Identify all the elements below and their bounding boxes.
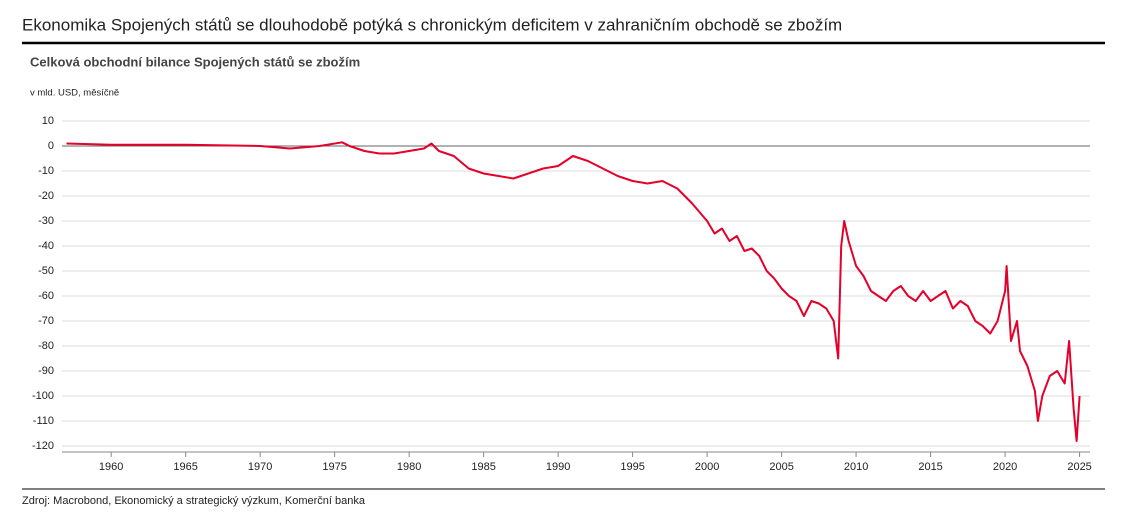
- source: Zdroj: Macrobond, Ekonomický a strategic…: [22, 495, 366, 507]
- x-tick-label: 2025: [1067, 461, 1091, 473]
- chart-title: Ekonomika Spojených států se dlouhodobě …: [22, 15, 842, 34]
- data-line: [66, 141, 1081, 442]
- y-tick-label: -70: [38, 315, 54, 327]
- y-tick-label: -40: [38, 240, 54, 252]
- x-tick-label: 2000: [695, 461, 719, 473]
- x-tick-label: 1995: [620, 461, 644, 473]
- y-tick-label: -120: [32, 440, 54, 452]
- y-tick-label: -30: [38, 215, 54, 227]
- y-tick-label: -20: [38, 190, 54, 202]
- y-tick-label: -90: [38, 365, 54, 377]
- x-tick-label: 2015: [918, 461, 942, 473]
- x-tick-label: 1970: [248, 461, 272, 473]
- y-tick-label: 10: [42, 115, 54, 127]
- x-tick-label: 2020: [993, 461, 1017, 473]
- y-tick-label: 0: [48, 140, 54, 152]
- x-tick-label: 1980: [397, 461, 421, 473]
- x-tick-label: 1965: [173, 461, 197, 473]
- y-tick-label: -50: [38, 265, 54, 277]
- y-tick-label: -100: [32, 390, 54, 402]
- y-tick-label: -110: [33, 415, 54, 427]
- y-axis-label: v mld. USD, měsíčně: [30, 88, 119, 99]
- x-tick-label: 2005: [769, 461, 793, 473]
- y-tick-label: -80: [38, 340, 54, 352]
- y-tick-label: -60: [38, 290, 54, 302]
- x-tick-label: 1990: [546, 461, 570, 473]
- x-tick-label: 1975: [322, 461, 346, 473]
- x-tick-label: 1985: [471, 461, 495, 473]
- y-tick-label: -10: [38, 165, 54, 177]
- x-tick-label: 2010: [844, 461, 868, 473]
- subtitle: Celková obchodní bilance Spojených států…: [30, 54, 360, 69]
- x-tick-label: 1960: [99, 461, 123, 473]
